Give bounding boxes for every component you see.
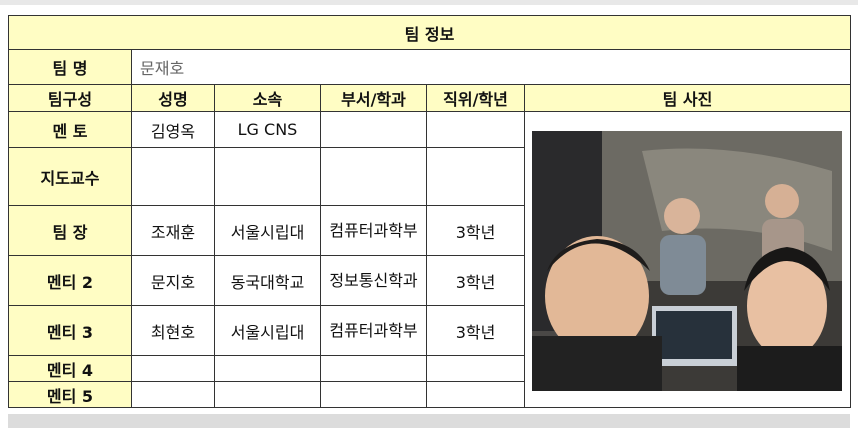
table-title: 팀 정보	[8, 15, 851, 50]
row-org	[214, 381, 321, 408]
row-grade: 3학년	[426, 255, 525, 306]
row-dept	[320, 147, 427, 206]
row-name: 김영옥	[131, 111, 215, 148]
row-role: 멘티 3	[8, 305, 132, 356]
row-org: LG CNS	[214, 111, 321, 148]
row-dept: 컴퓨터과학부	[320, 205, 427, 256]
row-role: 멘티 4	[8, 355, 132, 382]
row-name	[131, 355, 215, 382]
header-grade: 직위/학년	[426, 84, 525, 112]
team-name-label: 팀 명	[8, 49, 132, 85]
row-dept: 정보통신학과	[320, 255, 427, 306]
row-dept: 컴퓨터과학부	[320, 305, 427, 356]
header-photo: 팀 사진	[524, 84, 851, 112]
row-role: 지도교수	[8, 147, 132, 206]
page-top-strip	[0, 0, 858, 5]
row-org	[214, 147, 321, 206]
row-org	[214, 355, 321, 382]
row-role: 멘티 5	[8, 381, 132, 408]
row-name	[131, 147, 215, 206]
row-dept	[320, 381, 427, 408]
header-name: 성명	[131, 84, 215, 112]
row-dept	[320, 355, 427, 382]
team-photo-cell	[524, 111, 851, 408]
row-grade: 3학년	[426, 205, 525, 256]
header-role: 팀구성	[8, 84, 132, 112]
header-dept: 부서/학과	[320, 84, 427, 112]
row-org: 서울시립대	[214, 205, 321, 256]
team-photo	[532, 131, 842, 391]
row-dept	[320, 111, 427, 148]
row-org: 서울시립대	[214, 305, 321, 356]
page-bottom-strip	[8, 414, 850, 428]
row-grade	[426, 355, 525, 382]
row-grade: 3학년	[426, 305, 525, 356]
team-info-table: 팀 정보 팀 명 문재호 팀구성 성명 소속 부서/학과 직위/학년 팀 사진 …	[8, 15, 851, 408]
row-name: 최현호	[131, 305, 215, 356]
row-org: 동국대학교	[214, 255, 321, 306]
row-role: 멘 토	[8, 111, 132, 148]
team-name-value: 문재호	[131, 49, 851, 85]
row-role: 멘티 2	[8, 255, 132, 306]
row-grade	[426, 111, 525, 148]
row-grade	[426, 381, 525, 408]
header-org: 소속	[214, 84, 321, 112]
row-grade	[426, 147, 525, 206]
row-role: 팀 장	[8, 205, 132, 256]
row-name: 조재훈	[131, 205, 215, 256]
row-name: 문지호	[131, 255, 215, 306]
row-name	[131, 381, 215, 408]
